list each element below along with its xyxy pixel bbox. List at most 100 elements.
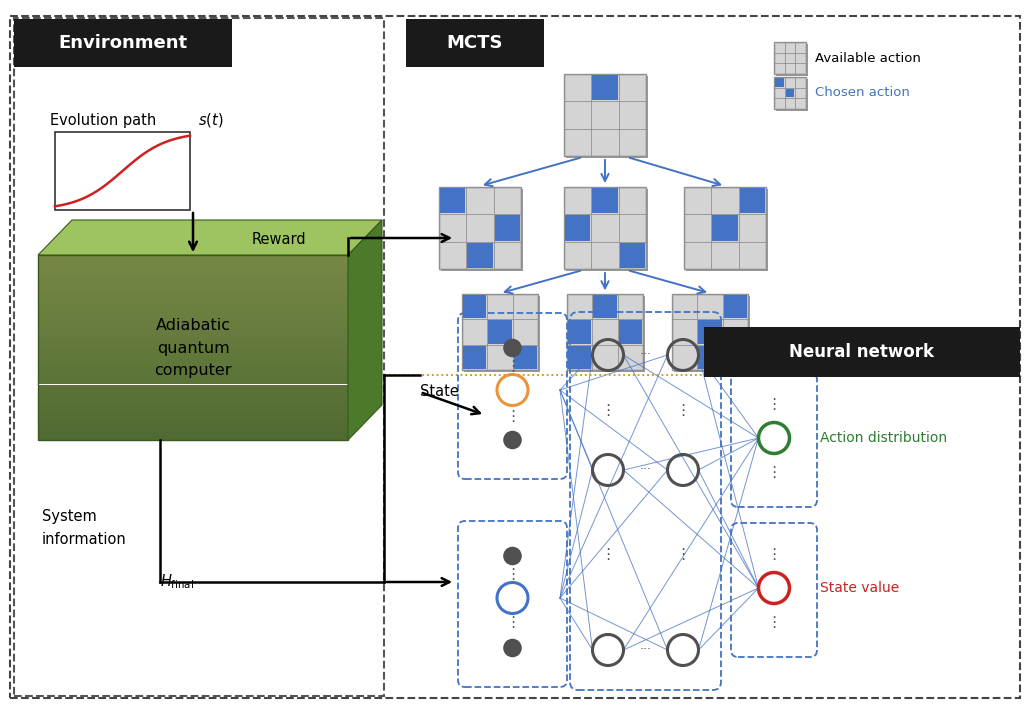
FancyBboxPatch shape [705, 327, 1020, 377]
Bar [463, 294, 538, 370]
Bar [38, 264, 348, 273]
Polygon shape [348, 220, 382, 440]
Text: Reward: Reward [252, 232, 307, 248]
Text: State: State [420, 385, 459, 400]
Bar [565, 75, 646, 155]
Text: Neural network: Neural network [789, 343, 935, 361]
Bar [38, 403, 348, 413]
Text: $s(t)$: $s(t)$ [198, 111, 223, 129]
Bar [463, 295, 537, 369]
Bar [565, 188, 646, 268]
Bar [684, 187, 766, 269]
Bar [38, 255, 348, 264]
Bar [568, 295, 641, 369]
Bar [463, 346, 487, 368]
Bar [566, 76, 648, 158]
Bar [464, 296, 539, 371]
Bar [592, 188, 618, 213]
FancyBboxPatch shape [14, 19, 232, 67]
Bar [674, 295, 747, 369]
Text: MCTS: MCTS [446, 34, 503, 52]
Text: Action distribution: Action distribution [820, 431, 947, 445]
Text: ⋮: ⋮ [676, 547, 691, 562]
Bar [38, 347, 348, 356]
Bar [564, 74, 646, 156]
Bar [593, 295, 617, 318]
Bar [776, 79, 808, 111]
Bar [672, 294, 748, 370]
Bar [698, 320, 722, 344]
Bar [775, 43, 805, 73]
Text: ⋮: ⋮ [766, 398, 782, 413]
Bar [495, 215, 520, 241]
Bar [441, 189, 523, 271]
Bar [38, 273, 348, 283]
FancyBboxPatch shape [406, 19, 544, 67]
Text: Adiabatic
quantum
computer: Adiabatic quantum computer [154, 318, 231, 378]
Bar [786, 89, 794, 97]
Bar [489, 320, 511, 344]
Text: ⋮: ⋮ [766, 464, 782, 479]
Bar [774, 42, 806, 74]
Text: State value: State value [820, 581, 900, 595]
Bar [774, 77, 806, 109]
Bar [38, 366, 348, 376]
Bar [686, 189, 768, 271]
Bar [740, 188, 765, 213]
Text: ⋮: ⋮ [600, 547, 616, 562]
Text: ···: ··· [639, 643, 652, 657]
Bar [38, 329, 348, 338]
Bar [38, 422, 348, 431]
Bar [440, 188, 465, 213]
Bar [568, 346, 592, 368]
Bar [619, 320, 641, 344]
Bar [38, 310, 348, 320]
Bar [467, 243, 493, 268]
Bar [38, 283, 348, 292]
Text: ⋮: ⋮ [505, 410, 521, 425]
Text: System
information: System information [42, 509, 127, 547]
Text: ⋮: ⋮ [505, 359, 521, 374]
Bar [675, 296, 750, 371]
Text: ⋮: ⋮ [766, 616, 782, 630]
Bar [565, 215, 590, 241]
Text: Available action: Available action [815, 52, 920, 65]
Bar [38, 320, 348, 329]
Bar [38, 413, 348, 422]
Circle shape [503, 431, 522, 449]
Bar [440, 188, 521, 268]
Bar [775, 78, 784, 87]
Bar [698, 346, 722, 368]
Bar [620, 243, 645, 268]
Bar [439, 187, 521, 269]
Text: Environment: Environment [59, 34, 188, 52]
Bar [566, 189, 648, 271]
Bar [713, 215, 738, 241]
Circle shape [503, 547, 522, 565]
Text: Chosen action: Chosen action [815, 87, 910, 99]
Bar [38, 301, 348, 310]
Bar [38, 376, 348, 385]
Text: ⋮: ⋮ [505, 567, 521, 581]
Bar [38, 394, 348, 403]
Circle shape [503, 339, 522, 357]
Text: ⋮: ⋮ [505, 616, 521, 630]
Text: ⋮: ⋮ [766, 547, 782, 562]
Bar [513, 346, 537, 368]
Text: Evolution path: Evolution path [50, 112, 161, 128]
Text: ···: ··· [639, 349, 652, 361]
Bar [723, 295, 747, 318]
Bar [38, 292, 348, 301]
Circle shape [503, 639, 522, 657]
Bar [38, 255, 348, 440]
Text: ⋮: ⋮ [600, 403, 616, 417]
Bar [776, 44, 808, 76]
Text: $H_{\rm final}$: $H_{\rm final}$ [160, 573, 194, 591]
Bar [38, 431, 348, 440]
Bar [568, 320, 592, 344]
Bar [38, 338, 348, 347]
Bar [38, 356, 348, 366]
Bar [569, 296, 645, 371]
Bar [38, 385, 348, 394]
Bar [564, 187, 646, 269]
